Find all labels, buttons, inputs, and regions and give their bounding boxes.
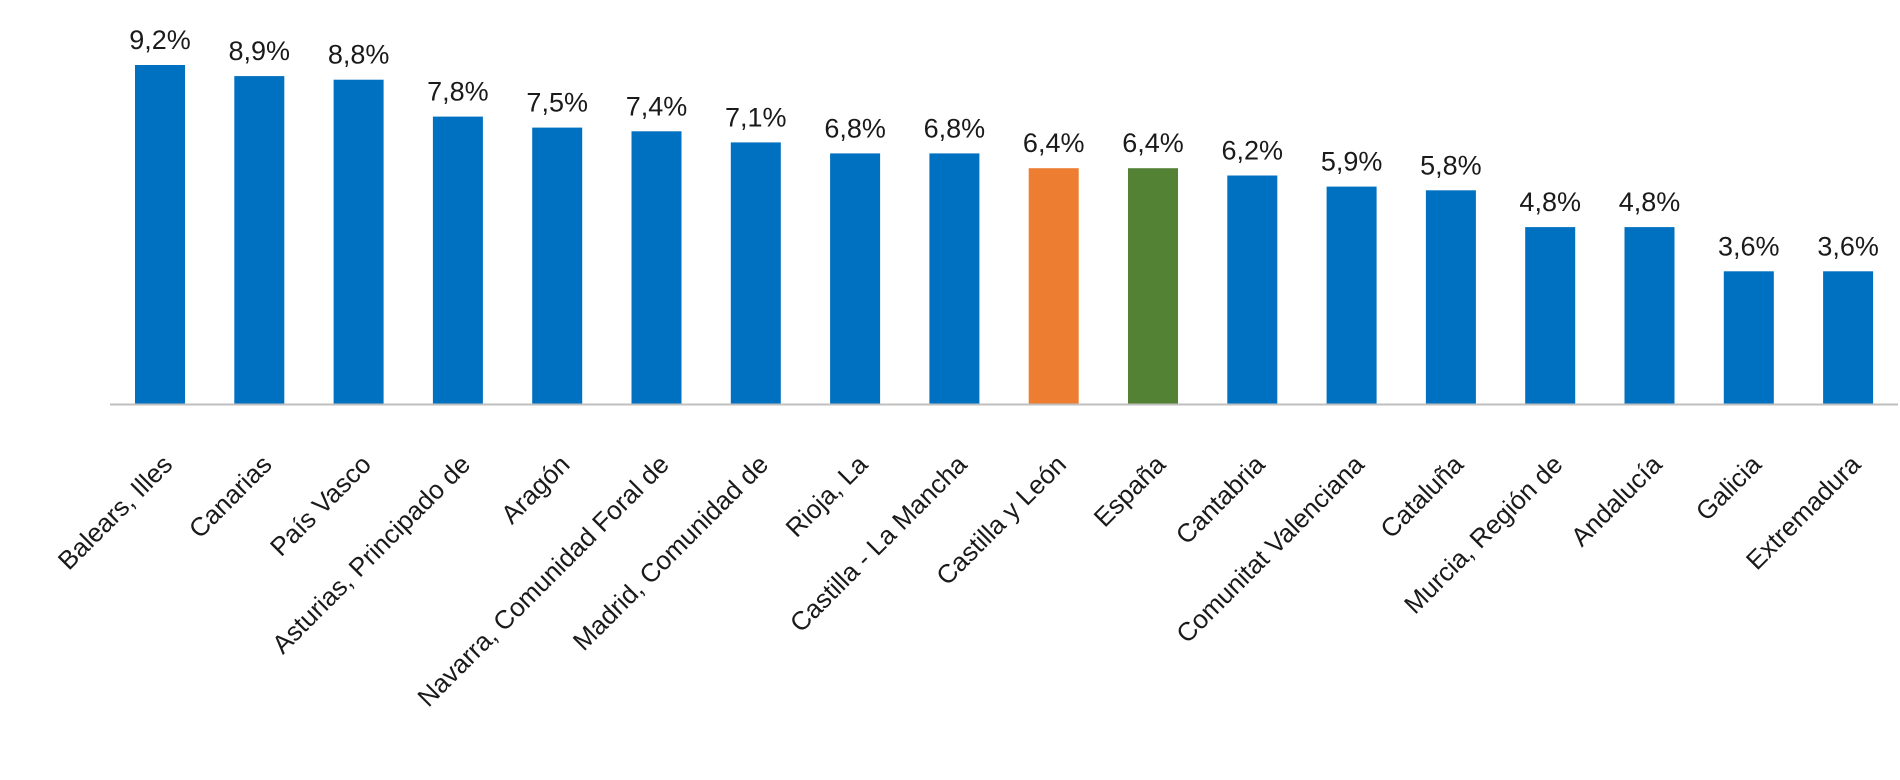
category-label-8: Castilla - La Mancha — [784, 449, 973, 638]
bar-3 — [432, 116, 483, 404]
data-label-6: 7,1% — [725, 102, 787, 132]
bar-7 — [830, 153, 881, 404]
data-label-9: 6,4% — [1023, 128, 1085, 158]
category-label-16: Galicia — [1690, 449, 1768, 527]
data-label-12: 5,9% — [1321, 147, 1383, 177]
bar-15 — [1624, 227, 1675, 404]
category-label-15: Andalucía — [1565, 449, 1668, 552]
bar-8 — [929, 153, 980, 404]
data-label-7: 6,8% — [824, 113, 886, 143]
bar-14 — [1525, 227, 1576, 404]
category-label-12: Comunitat Valenciana — [1170, 449, 1370, 649]
category-label-7: Rioja, La — [780, 449, 874, 543]
data-label-11: 6,2% — [1222, 136, 1284, 166]
bar-10 — [1128, 168, 1178, 404]
bar-11 — [1227, 175, 1278, 404]
data-label-13: 5,8% — [1420, 150, 1482, 180]
category-label-0: Balears, Illes — [52, 449, 178, 575]
data-label-1: 8,9% — [229, 36, 291, 66]
data-label-4: 7,5% — [526, 88, 588, 118]
category-label-10: España — [1088, 449, 1172, 533]
bar-0 — [135, 65, 185, 404]
bar-4 — [532, 127, 583, 404]
data-label-3: 7,8% — [427, 77, 489, 107]
data-label-5: 7,4% — [626, 91, 688, 121]
data-labels-group: 9,2% 8,9% 8,8% 7,8% 7,5% 7,4% 7,1% 6,8% 6,8% 6,4%… — [129, 25, 1879, 261]
bar-1 — [234, 76, 285, 404]
data-label-14: 4,8% — [1519, 187, 1581, 217]
data-label-16: 3,6% — [1718, 231, 1780, 261]
bar-2 — [333, 79, 384, 404]
data-label-17: 3,6% — [1817, 231, 1879, 261]
bar-13 — [1425, 190, 1476, 404]
category-label-4: Aragón — [495, 449, 575, 529]
data-label-0: 9,2% — [129, 25, 191, 55]
category-label-6: Madrid, Comunidad de — [567, 449, 774, 656]
bar-6 — [730, 142, 781, 404]
category-label-13: Cataluña — [1374, 449, 1469, 544]
bar-12 — [1326, 186, 1377, 404]
category-label-3: Asturias, Principado de — [266, 449, 476, 659]
category-label-1: Canarias — [183, 449, 278, 544]
bar-16 — [1723, 271, 1774, 404]
bar-9 — [1028, 168, 1079, 404]
category-label-11: Cantabria — [1170, 449, 1271, 550]
data-label-15: 4,8% — [1619, 187, 1681, 217]
data-label-2: 8,8% — [328, 40, 390, 70]
bar-17 — [1823, 271, 1874, 404]
data-label-8: 6,8% — [924, 113, 986, 143]
data-label-10: 6,4% — [1122, 128, 1184, 158]
bar-5 — [631, 131, 682, 405]
bars-group — [135, 65, 1874, 405]
